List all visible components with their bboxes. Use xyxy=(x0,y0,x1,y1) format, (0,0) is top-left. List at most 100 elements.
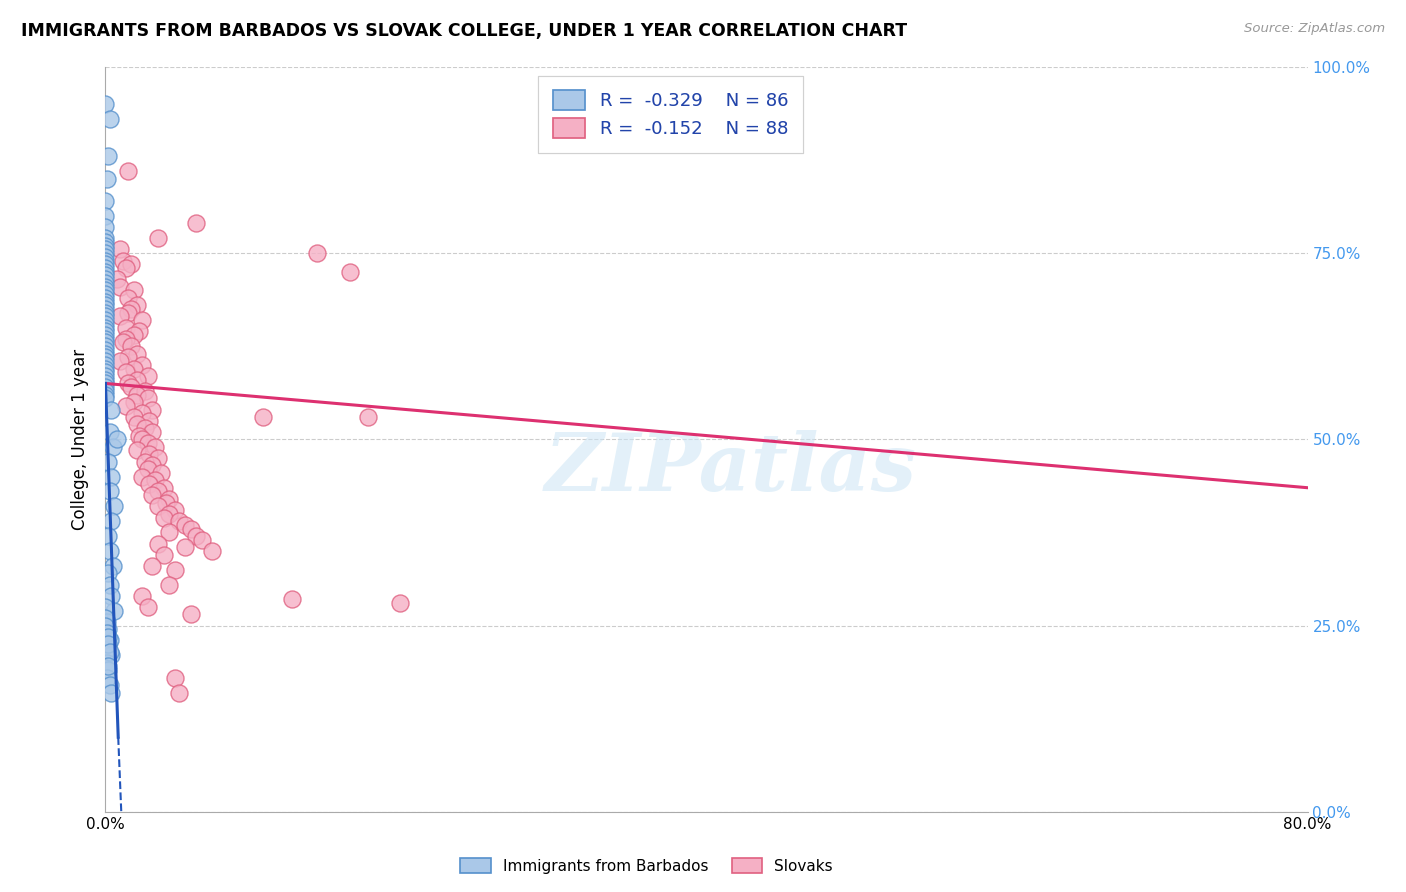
Point xyxy=(138,447,160,461)
Point xyxy=(131,358,153,372)
Point xyxy=(117,291,139,305)
Point xyxy=(146,450,169,465)
Point xyxy=(100,589,122,603)
Point xyxy=(96,626,118,640)
Point xyxy=(94,313,117,327)
Point xyxy=(94,392,117,406)
Point xyxy=(146,536,169,550)
Point xyxy=(97,529,120,543)
Point xyxy=(94,279,117,293)
Point xyxy=(128,428,150,442)
Point xyxy=(143,473,166,487)
Point xyxy=(94,291,117,305)
Point xyxy=(117,306,139,320)
Point xyxy=(97,640,120,655)
Point xyxy=(125,298,148,312)
Point xyxy=(101,558,124,573)
Point xyxy=(94,354,117,368)
Point xyxy=(138,414,160,428)
Point xyxy=(136,392,159,406)
Point xyxy=(94,250,117,264)
Point xyxy=(143,440,166,454)
Point xyxy=(103,604,125,618)
Point xyxy=(94,287,117,301)
Point xyxy=(94,339,117,353)
Point xyxy=(167,514,190,528)
Point xyxy=(146,484,169,499)
Point xyxy=(110,354,132,368)
Point xyxy=(122,409,145,424)
Point xyxy=(115,365,138,379)
Point xyxy=(141,425,163,439)
Point xyxy=(94,194,117,208)
Point xyxy=(153,548,176,562)
Point xyxy=(94,324,117,338)
Point xyxy=(100,469,122,483)
Point xyxy=(94,97,117,112)
Point xyxy=(155,495,177,509)
Point xyxy=(117,376,139,391)
Point xyxy=(94,599,117,614)
Point xyxy=(153,481,176,495)
Point xyxy=(339,265,361,279)
Point xyxy=(131,469,153,483)
Point xyxy=(131,433,153,447)
Point xyxy=(94,235,117,249)
Point xyxy=(112,335,135,350)
Point xyxy=(94,373,117,387)
Point xyxy=(120,380,142,394)
Point xyxy=(97,622,120,636)
Point xyxy=(157,491,180,506)
Point xyxy=(94,611,117,625)
Point xyxy=(94,351,117,365)
Legend: R =  -0.329    N = 86, R =  -0.152    N = 88: R = -0.329 N = 86, R = -0.152 N = 88 xyxy=(538,76,803,153)
Point xyxy=(94,220,117,235)
Point xyxy=(94,384,117,398)
Point xyxy=(94,358,117,372)
Point xyxy=(128,324,150,338)
Point xyxy=(107,272,129,286)
Point xyxy=(120,301,142,316)
Point xyxy=(94,335,117,350)
Point xyxy=(97,659,120,673)
Point xyxy=(184,529,207,543)
Point xyxy=(134,421,156,435)
Point xyxy=(141,488,163,502)
Point xyxy=(94,376,117,391)
Point xyxy=(131,313,153,327)
Point xyxy=(94,332,117,346)
Point xyxy=(120,339,142,353)
Point xyxy=(138,477,160,491)
Point xyxy=(94,272,117,286)
Point xyxy=(97,637,120,651)
Point xyxy=(146,500,169,514)
Point xyxy=(388,596,411,610)
Point xyxy=(94,265,117,279)
Point xyxy=(97,455,120,469)
Point xyxy=(107,433,129,447)
Point xyxy=(115,399,138,413)
Point xyxy=(94,298,117,312)
Point xyxy=(100,514,122,528)
Point xyxy=(163,503,186,517)
Point xyxy=(112,253,135,268)
Point xyxy=(122,284,145,298)
Point xyxy=(134,455,156,469)
Point xyxy=(110,279,132,293)
Point xyxy=(98,577,121,591)
Point xyxy=(98,484,121,499)
Point xyxy=(136,462,159,476)
Point xyxy=(94,284,117,298)
Point xyxy=(98,644,121,658)
Point xyxy=(125,417,148,432)
Point xyxy=(110,243,132,257)
Point xyxy=(98,425,121,439)
Point xyxy=(115,260,138,275)
Point xyxy=(131,589,153,603)
Point xyxy=(157,577,180,591)
Point xyxy=(141,558,163,573)
Point xyxy=(94,276,117,290)
Point xyxy=(174,518,197,533)
Point xyxy=(94,246,117,260)
Point xyxy=(94,268,117,283)
